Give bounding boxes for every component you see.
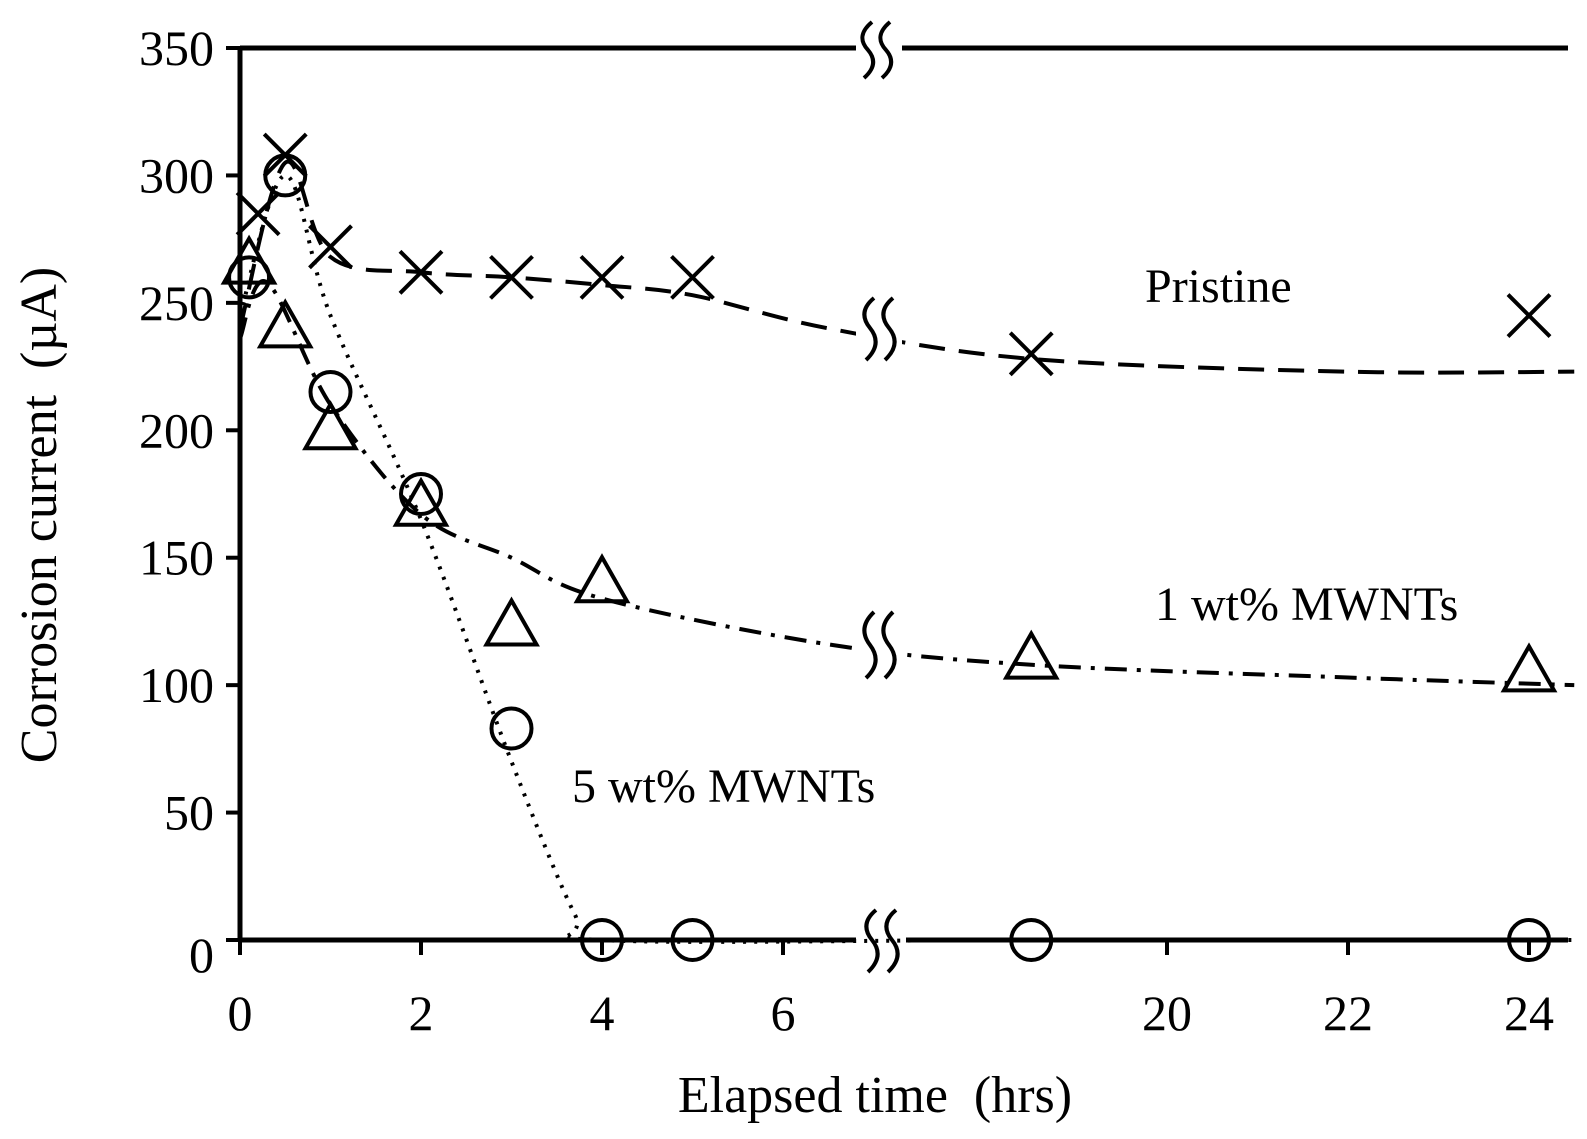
x-marker: [579, 254, 625, 300]
circle-marker: [263, 153, 308, 198]
curve-break-1wt: [856, 610, 902, 680]
axis-ticks: [226, 46, 1531, 955]
circle-marker: [399, 472, 443, 516]
y-tick-label: 0: [189, 927, 214, 983]
x-marker: [670, 254, 715, 300]
triangle-marker: [392, 476, 450, 527]
trend-curve-1wt: [238, 279, 1575, 688]
triangle-marker: [1002, 629, 1060, 680]
y-tick-label: 150: [139, 530, 214, 586]
circle-marker: [670, 918, 715, 962]
triangle-marker: [220, 234, 278, 285]
x-tick-label: 22: [1323, 985, 1373, 1041]
circle-marker: [1009, 918, 1054, 962]
series-label-pristine: Pristine: [1145, 260, 1292, 313]
trend-curves: [238, 159, 1575, 944]
circle-marker: [1507, 918, 1551, 962]
y-tick-label: 350: [139, 20, 214, 76]
x-tick-label: 2: [409, 985, 434, 1041]
x-marker: [398, 249, 444, 295]
y-tick-label: 50: [164, 785, 214, 841]
series-label-5wt: 5 wt% MWNTs: [572, 760, 875, 813]
axis-break-top: [856, 20, 902, 80]
x-axis-title: Elapsed time (hrs): [678, 1067, 1072, 1124]
curve-break-pristine: [856, 296, 902, 362]
x-marker: [1008, 331, 1054, 377]
x-tick-label: 20: [1142, 985, 1192, 1041]
x-marker: [308, 224, 353, 270]
x-tick-label: 6: [771, 985, 796, 1041]
y-tick-label: 100: [139, 657, 214, 713]
triangle-marker: [573, 553, 631, 604]
circle-marker: [489, 706, 534, 751]
x-tick-label: 4: [590, 985, 615, 1041]
circle-marker: [227, 255, 272, 300]
y-tick-label: 200: [139, 402, 214, 458]
x-marker: [1506, 293, 1552, 339]
x-marker: [489, 254, 534, 300]
triangle-marker: [483, 596, 540, 647]
data-markers: [220, 132, 1558, 962]
trend-curve-5wt: [238, 173, 1575, 944]
trend-curve-pristine: [238, 159, 1575, 375]
circle-marker: [580, 918, 624, 962]
triangle-marker: [256, 298, 314, 349]
series-label-1wt: 1 wt% MWNTs: [1155, 578, 1458, 631]
x-marker: [235, 191, 281, 237]
y-axis-title: Corrosion current (µA): [11, 267, 68, 763]
triangle-marker: [1500, 642, 1558, 693]
circle-marker: [308, 370, 353, 415]
y-tick-label: 300: [139, 147, 214, 203]
x-tick-label: 24: [1504, 985, 1554, 1041]
y-tick-label: 250: [139, 275, 214, 331]
triangle-marker: [302, 400, 359, 451]
x-tick-label: 0: [228, 985, 253, 1041]
